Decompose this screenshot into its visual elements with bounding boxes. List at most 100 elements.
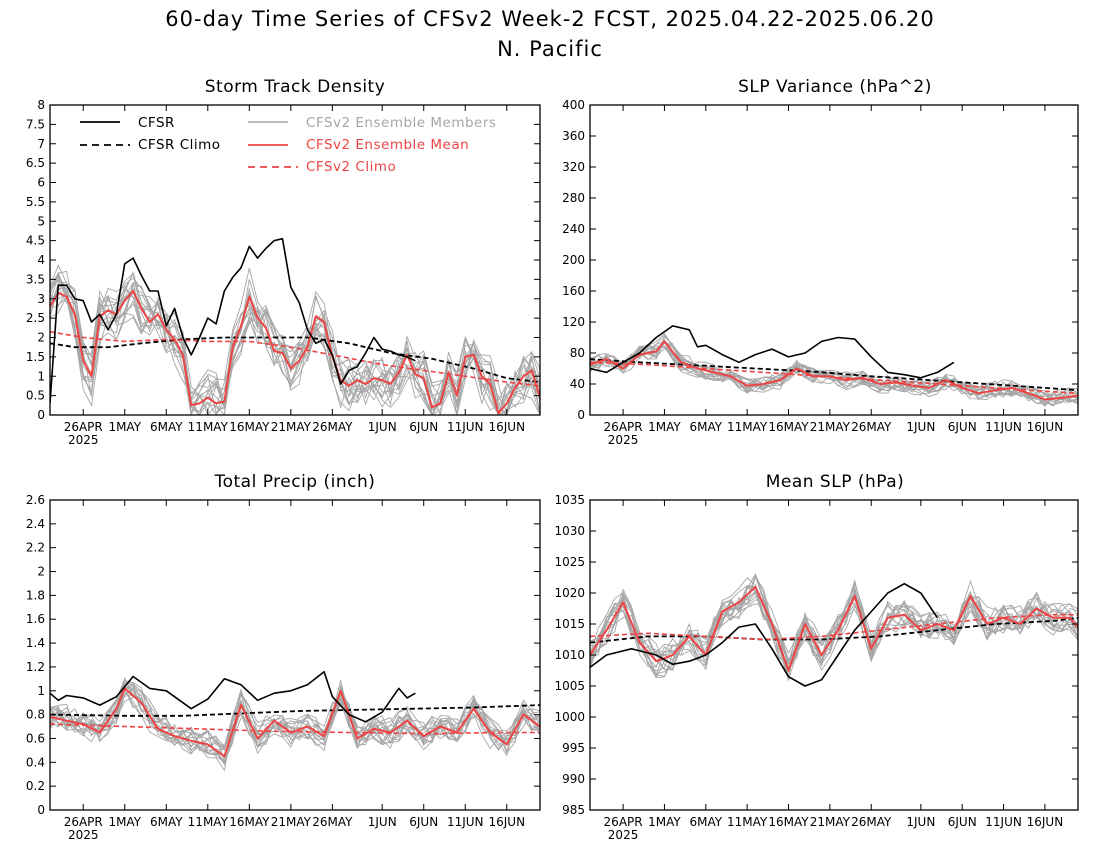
y-tick-label: 280 [562, 191, 585, 205]
series-line-cfsr [50, 670, 416, 723]
x-tick-label: 11JUN [985, 420, 1022, 434]
x-tick-label: 11MAY [727, 420, 768, 434]
y-tick-label: 320 [562, 160, 585, 174]
series-line-cfsr-climo [590, 616, 1078, 644]
x-year-label: 2025 [68, 828, 99, 842]
y-tick-label: 1.5 [26, 350, 45, 364]
series-line-ens-mean [590, 585, 1078, 672]
y-tick-label: 80 [570, 346, 585, 360]
x-tick-label: 6MAY [150, 420, 183, 434]
y-tick-label: 1 [37, 369, 45, 383]
x-tick-label: 21MAY [271, 420, 312, 434]
x-tick-label: 6JUN [948, 420, 977, 434]
y-tick-label: 1000 [554, 710, 585, 724]
series-line-cfsr [590, 325, 955, 379]
legend-label-members: CFSv2 Ensemble Members [306, 115, 496, 131]
panel-slp-variance: SLP Variance (hPa^2) 0 40 80 120 160 200 240 28… [562, 77, 1079, 447]
y-tick-label: 2.4 [26, 517, 45, 531]
legend-label-cfsr-climo: CFSR Climo [138, 137, 221, 153]
plot-area: 985 990 995 1000 1005 1010 1015 1020 1025 1030 103… [554, 493, 1079, 842]
y-tick-label: 995 [562, 741, 585, 755]
y-tick-label: 3 [37, 292, 45, 306]
x-tick-label: 6MAY [150, 815, 183, 829]
y-tick-label: 985 [562, 803, 585, 817]
panel-title: SLP Variance (hPa^2) [738, 77, 932, 97]
y-tick-label: 1005 [554, 679, 585, 693]
x-tick-label: 11MAY [188, 815, 229, 829]
y-tick-label: 2.2 [26, 541, 45, 555]
y-tick-label: 0 [37, 803, 45, 817]
x-tick-label: 11MAY [727, 815, 768, 829]
x-tick-label: 26APR [64, 420, 103, 434]
ensemble-member-line [50, 683, 540, 756]
legend-label-ens-mean: CFSv2 Ensemble Mean [306, 137, 469, 153]
panel-mean-slp: Mean SLP (hPa) 985 990 995 1000 1005 1010 1015… [554, 472, 1079, 842]
y-tick-label: 40 [570, 377, 585, 391]
y-tick-label: 1020 [554, 586, 585, 600]
y-tick-label: 2.5 [26, 311, 45, 325]
x-tick-label: 26MAY [312, 815, 353, 829]
y-tick-label: 6 [37, 176, 45, 190]
series-line-ens-mean [50, 687, 540, 758]
x-tick-label: 11MAY [188, 420, 229, 434]
legend-label-cfsr: CFSR [138, 115, 175, 131]
y-tick-label: 2 [37, 331, 45, 345]
x-tick-label: 6JUN [409, 420, 438, 434]
y-tick-label: 1035 [554, 493, 585, 507]
ensemble-member-line [590, 334, 1078, 403]
y-tick-label: 0.2 [26, 779, 45, 793]
y-tick-label: 360 [562, 129, 585, 143]
x-tick-label: 1MAY [648, 815, 681, 829]
y-tick-label: 0 [37, 408, 45, 422]
series-line-cfsr [590, 582, 939, 687]
x-tick-label: 11JUN [447, 420, 484, 434]
x-tick-label: 16JUN [1027, 815, 1064, 829]
x-year-label: 2025 [68, 433, 99, 447]
legend: CFSR CFSR Climo CFSv2 Ensemble Members C… [80, 115, 496, 175]
y-tick-label: 400 [562, 98, 585, 112]
legend-label-cfsv2-climo: CFSv2 Climo [306, 159, 396, 175]
x-year-label: 2025 [608, 828, 639, 842]
panel-storm-track-density: Storm Track Density 0 0.5 1 1.5 2 2.5 3 3.5 4 4.5… [26, 77, 541, 447]
x-tick-label: 21MAY [810, 420, 851, 434]
x-tick-label: 16MAY [768, 815, 809, 829]
x-tick-label: 1MAY [108, 420, 141, 434]
x-tick-label: 1JUN [368, 815, 397, 829]
x-tick-label: 1JUN [368, 420, 397, 434]
x-tick-label: 16MAY [229, 420, 270, 434]
y-tick-label: 0 [577, 408, 585, 422]
figure-title-line2: N. Pacific [497, 37, 603, 61]
x-tick-label: 1MAY [648, 420, 681, 434]
panel-title: Total Precip (inch) [214, 472, 376, 492]
y-tick-label: 1.8 [26, 588, 45, 602]
y-tick-label: 0.4 [26, 755, 45, 769]
x-tick-label: 26MAY [312, 420, 353, 434]
x-tick-label: 6JUN [409, 815, 438, 829]
y-tick-label: 1010 [554, 648, 585, 662]
ensemble-member-line [50, 680, 540, 748]
y-tick-label: 1025 [554, 555, 585, 569]
x-tick-label: 21MAY [271, 815, 312, 829]
y-tick-label: 1015 [554, 617, 585, 631]
x-tick-label: 6MAY [689, 815, 722, 829]
plot-area: 0 40 80 120 160 200 240 280 320 360 400 26APR 1MAY 6M… [562, 98, 1079, 447]
series-layer [50, 237, 540, 415]
series-line-cfsr-climo [50, 336, 540, 383]
y-tick-label: 1 [37, 684, 45, 698]
x-tick-label: 1MAY [108, 815, 141, 829]
ensemble-member-line [590, 572, 1078, 672]
y-tick-label: 120 [562, 315, 585, 329]
y-tick-label: 4.5 [26, 234, 45, 248]
series-line-cfsr-climo [50, 704, 540, 717]
x-year-label: 2025 [608, 433, 639, 447]
y-tick-label: 1030 [554, 524, 585, 538]
ensemble-member-line [50, 687, 540, 752]
plot-area: 0 0.5 1 1.5 2 2.5 3 3.5 4 4.5 5 5.5 6 6.5 7 7.5 8 26APR 1M… [26, 98, 541, 447]
series-line-cfsv2-climo [50, 330, 540, 387]
y-tick-label: 0.5 [26, 389, 45, 403]
ensemble-member-line [50, 279, 540, 415]
x-tick-label: 11JUN [447, 815, 484, 829]
y-tick-label: 160 [562, 284, 585, 298]
y-tick-label: 0.8 [26, 708, 45, 722]
